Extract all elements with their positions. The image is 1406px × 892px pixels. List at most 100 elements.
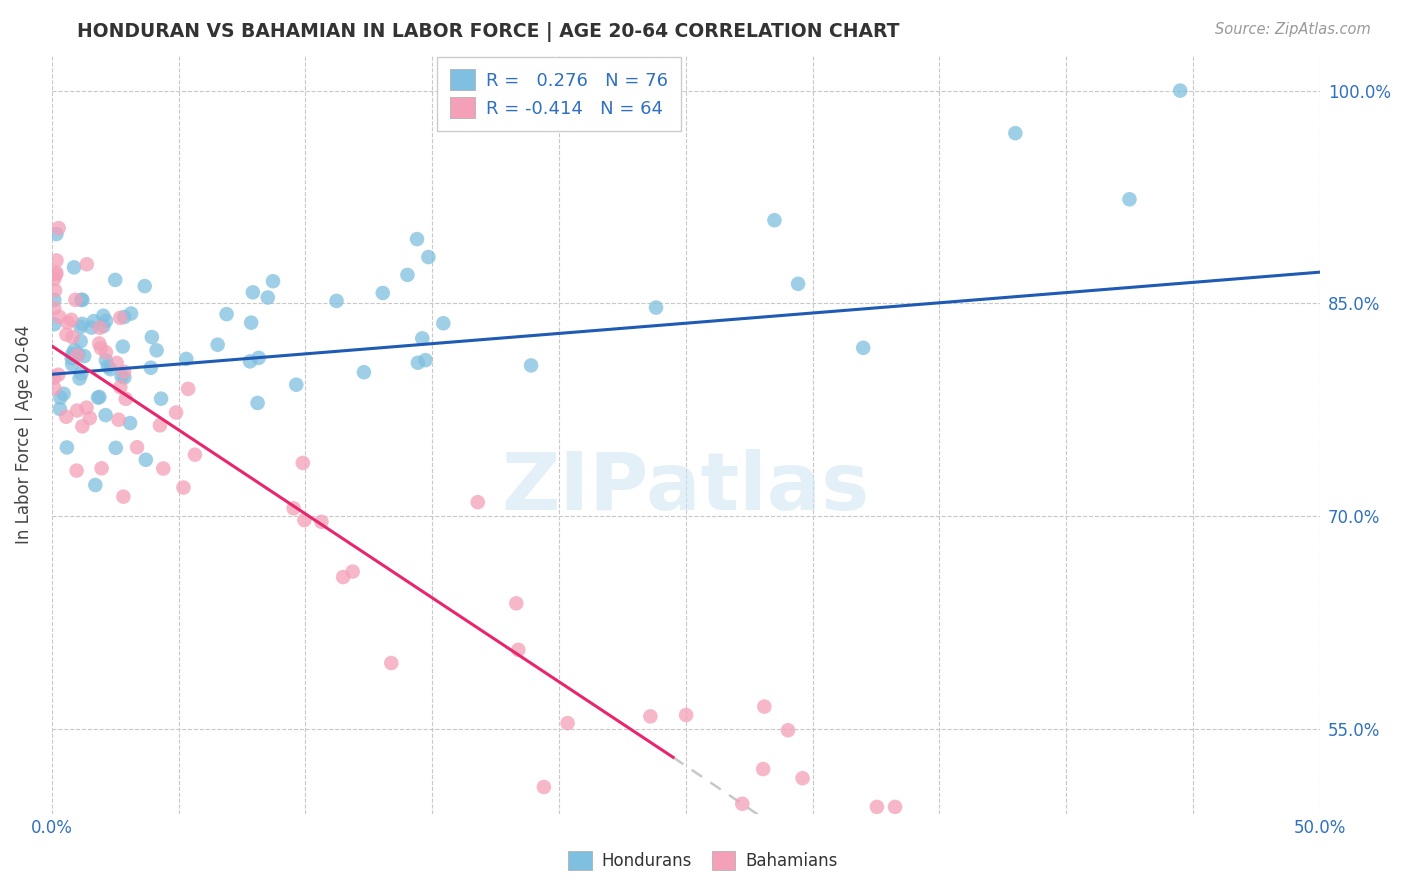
Point [135, 452, 157, 467]
Text: Source: ZipAtlas.com: Source: ZipAtlas.com [1215, 22, 1371, 37]
Point [91, 319, 114, 334]
Point [645, 301, 668, 315]
Point [184, 448, 207, 462]
Point [754, 699, 776, 714]
Point [353, 365, 375, 379]
Point [94, 408, 117, 422]
Point [792, 771, 814, 785]
Point [45, 227, 67, 241]
Point [87, 391, 110, 405]
Point [852, 341, 875, 355]
Point [763, 213, 786, 227]
Point [55, 327, 77, 342]
Point [505, 596, 527, 610]
Point [1168, 84, 1191, 98]
Point [262, 274, 284, 288]
Point [752, 762, 775, 776]
Point [145, 343, 167, 358]
Point [432, 316, 454, 330]
Point [65, 293, 87, 307]
Point [149, 418, 172, 433]
Point [45, 266, 67, 280]
Point [70, 293, 93, 307]
Point [60, 357, 83, 371]
Point [72, 419, 94, 434]
Point [72, 293, 94, 307]
Point [141, 330, 163, 344]
Point [246, 396, 269, 410]
Point [89, 320, 111, 334]
Point [79, 411, 101, 425]
Point [139, 360, 162, 375]
Point [371, 285, 394, 300]
Point [415, 353, 437, 368]
Point [44, 284, 66, 298]
Point [165, 406, 187, 420]
Point [325, 293, 347, 308]
Point [60, 351, 83, 366]
Point [83, 314, 105, 328]
Point [105, 356, 128, 370]
Point [69, 320, 91, 334]
Point [112, 490, 135, 504]
Point [94, 345, 117, 359]
Point [294, 513, 316, 527]
Point [285, 377, 308, 392]
Point [67, 347, 90, 361]
Point [111, 340, 134, 354]
Point [110, 369, 132, 384]
Point [48, 310, 70, 324]
Point [215, 307, 238, 321]
Point [283, 501, 305, 516]
Point [332, 570, 354, 584]
Point [104, 441, 127, 455]
Point [66, 349, 89, 363]
Y-axis label: In Labor Force | Age 20-64: In Labor Force | Age 20-64 [15, 325, 32, 544]
Point [69, 334, 91, 348]
Point [89, 336, 111, 351]
Point [866, 800, 889, 814]
Point [60, 347, 83, 361]
Point [76, 257, 98, 271]
Point [174, 351, 197, 366]
Point [65, 464, 87, 478]
Point [731, 797, 754, 811]
Point [97, 359, 120, 374]
Point [240, 316, 263, 330]
Point [418, 250, 440, 264]
Point [134, 279, 156, 293]
Point [44, 370, 66, 384]
Point [396, 268, 419, 282]
Point [69, 371, 91, 385]
Point [787, 277, 810, 291]
Point [44, 317, 66, 331]
Legend: Hondurans, Bahamians: Hondurans, Bahamians [561, 844, 845, 877]
Point [342, 565, 364, 579]
Point [640, 709, 662, 723]
Point [84, 478, 107, 492]
Point [150, 392, 173, 406]
Point [1004, 126, 1026, 140]
Point [508, 642, 530, 657]
Point [90, 341, 112, 355]
Point [533, 780, 555, 794]
Point [177, 382, 200, 396]
Point [89, 390, 111, 404]
Text: ZIPatlas: ZIPatlas [502, 449, 870, 526]
Point [56, 441, 79, 455]
Point [44, 381, 66, 395]
Point [120, 307, 142, 321]
Point [256, 291, 278, 305]
Point [311, 515, 333, 529]
Point [380, 656, 402, 670]
Point [110, 380, 132, 394]
Point [172, 481, 194, 495]
Point [776, 723, 799, 738]
Point [45, 253, 67, 268]
Point [411, 331, 433, 345]
Legend: R =   0.276   N = 76, R = -0.414   N = 64: R = 0.276 N = 76, R = -0.414 N = 64 [437, 56, 681, 131]
Point [56, 316, 79, 330]
Point [675, 708, 697, 723]
Point [107, 413, 129, 427]
Point [80, 320, 103, 334]
